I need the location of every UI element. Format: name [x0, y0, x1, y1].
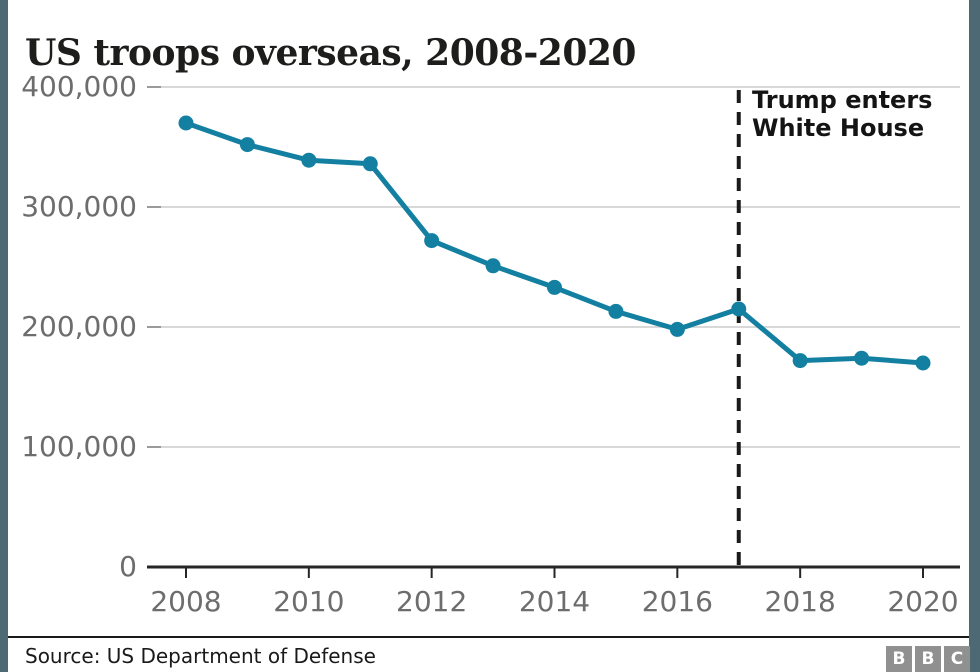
data-point [424, 233, 440, 249]
vline-annotation-line2: White House [752, 114, 925, 142]
data-point [362, 156, 378, 172]
bbc-logo-letter: C [944, 646, 970, 672]
y-tick-label: 200,000 [21, 310, 137, 343]
data-point [915, 355, 931, 371]
data-point [239, 137, 255, 153]
y-tick-label: 0 [119, 550, 137, 583]
data-point [854, 350, 870, 366]
right-edge-strip [969, 0, 980, 672]
x-tick-label: 2014 [518, 585, 591, 618]
vline-annotation: Trump enters White House [752, 86, 932, 142]
x-tick-label: 2020 [887, 585, 959, 618]
x-tick-label: 2016 [641, 585, 713, 618]
y-tick-label: 100,000 [21, 430, 137, 463]
chart-title: US troops overseas, 2008-2020 [25, 32, 636, 75]
data-point [301, 152, 317, 168]
data-point [178, 115, 194, 131]
data-point [608, 303, 624, 319]
data-point [792, 353, 808, 369]
bbc-logo-letter: B [915, 646, 941, 672]
x-tick-label: 2012 [396, 585, 468, 618]
source-attribution: Source: US Department of Defense [25, 644, 376, 668]
y-tick-label: 400,000 [21, 70, 137, 103]
data-point [669, 321, 685, 337]
y-tick-label: 300,000 [21, 190, 137, 223]
vline-annotation-line1: Trump enters [752, 86, 933, 114]
bbc-logo-letter: B [886, 646, 912, 672]
x-tick-label: 2010 [273, 585, 345, 618]
x-tick-label: 2018 [764, 585, 836, 618]
bbc-logo: B B C [886, 646, 970, 672]
data-point [731, 301, 747, 317]
footer-divider [8, 636, 969, 638]
data-point [485, 258, 501, 274]
x-tick-label: 2008 [150, 585, 222, 618]
left-edge-strip [0, 0, 8, 672]
data-point [547, 279, 562, 295]
